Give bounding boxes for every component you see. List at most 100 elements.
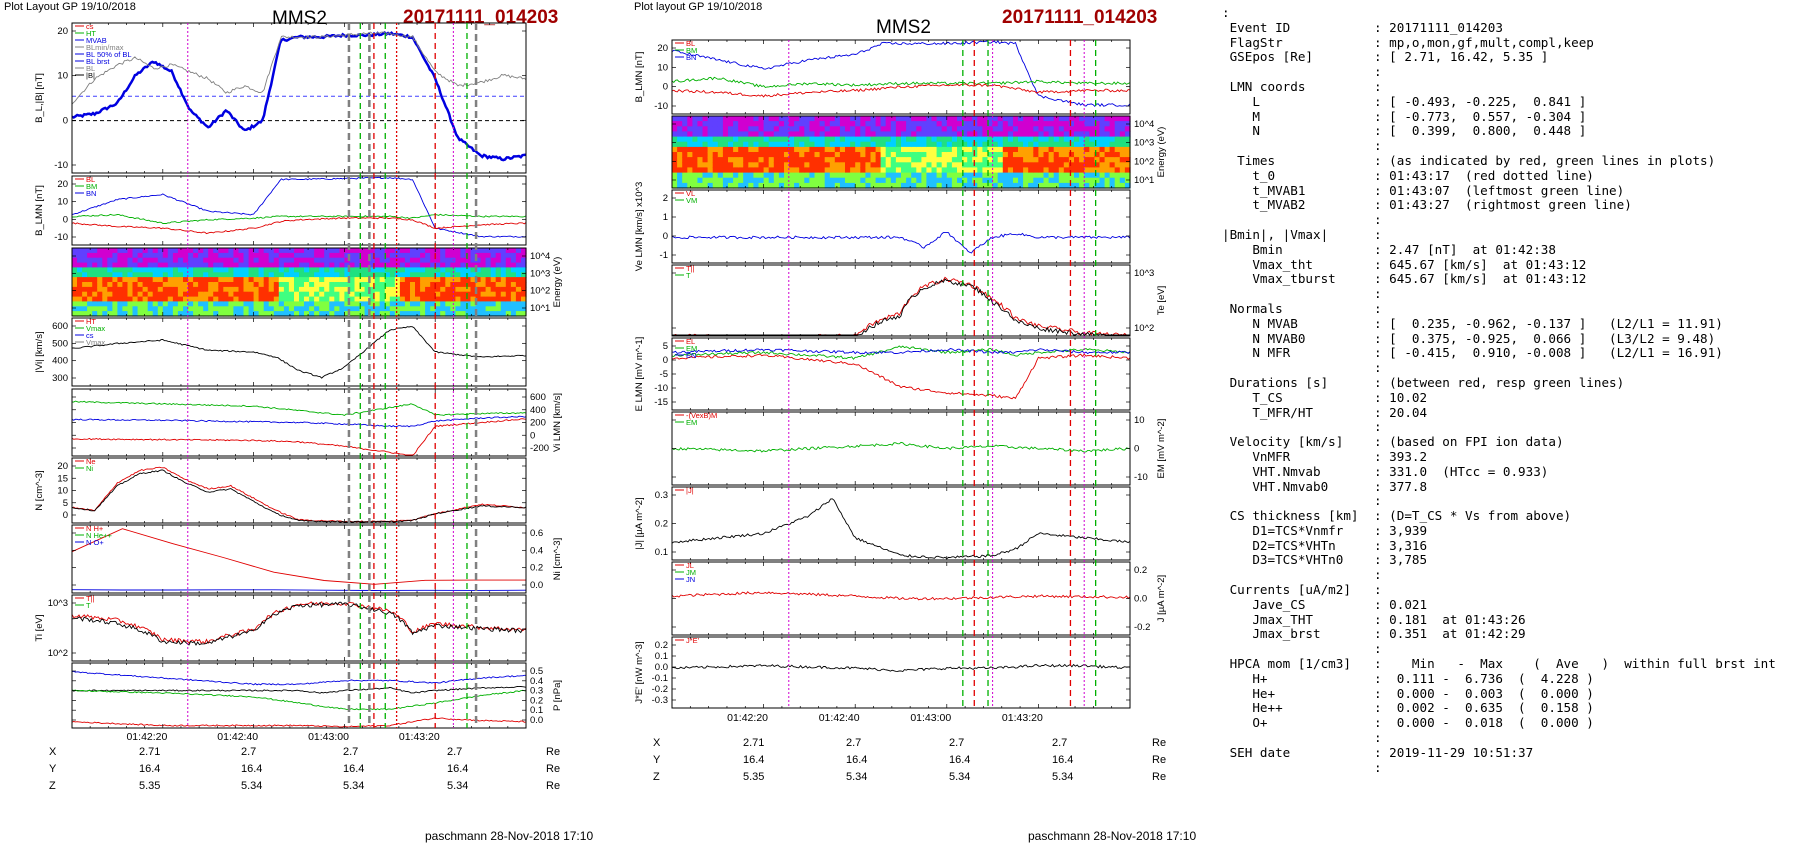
spectrogram-cell bbox=[445, 296, 451, 303]
spectrogram-cell bbox=[839, 121, 846, 127]
spectrogram-cell bbox=[733, 121, 739, 127]
spectrogram-cell bbox=[1058, 136, 1065, 143]
spectrogram-cell bbox=[188, 291, 194, 298]
spectrogram-cell bbox=[916, 157, 922, 163]
spectrogram-cell bbox=[1119, 136, 1126, 143]
spectrogram-cell bbox=[855, 167, 861, 174]
spectrogram-cell bbox=[707, 162, 714, 168]
spectrogram-cell bbox=[1114, 152, 1121, 158]
spectrogram-cell bbox=[258, 282, 265, 288]
spectrogram-cell bbox=[784, 141, 790, 148]
spectrogram-cell bbox=[1023, 177, 1029, 184]
spectrogram-cell bbox=[147, 296, 154, 303]
summary-value: : bbox=[1374, 138, 1382, 154]
summary-value: : [ 0.399, 0.800, 0.448 ] bbox=[1374, 123, 1587, 139]
spectrogram-cell bbox=[485, 267, 492, 273]
spectrogram-cell bbox=[334, 306, 340, 312]
legend-entry: BN bbox=[86, 189, 96, 198]
spectrogram-cell bbox=[1104, 162, 1111, 168]
spectrogram-cell bbox=[500, 286, 507, 293]
spectrogram-cell bbox=[1068, 131, 1075, 138]
summary-key: LMN coords bbox=[1222, 78, 1306, 94]
spectrogram-cell bbox=[707, 177, 714, 184]
spectrogram-cell bbox=[743, 131, 749, 138]
spectrogram-cell bbox=[860, 167, 866, 174]
legend-entry: BM bbox=[86, 182, 97, 191]
summary-value: : bbox=[1374, 286, 1382, 302]
spectrogram-cell bbox=[490, 252, 497, 259]
spectrogram-cell bbox=[389, 291, 396, 298]
spectrogram-cell bbox=[1023, 136, 1029, 143]
spectrogram-cell bbox=[253, 306, 260, 312]
spectrogram-cell bbox=[926, 162, 933, 168]
tick-label: 0.0 bbox=[530, 580, 543, 591]
spectrogram-cell bbox=[117, 291, 123, 298]
spectrogram-cell bbox=[926, 172, 933, 179]
spectrogram-cell bbox=[475, 301, 482, 307]
spectrogram-cell bbox=[677, 172, 683, 179]
spectrogram-cell bbox=[901, 167, 907, 174]
summary-line: Jave_CS: 0.021 bbox=[1222, 597, 1800, 613]
spectrogram-cell bbox=[384, 267, 391, 273]
spectrogram-cell bbox=[359, 282, 366, 288]
spectrogram-cell bbox=[334, 272, 340, 278]
spectrogram-cell bbox=[890, 177, 897, 184]
spectrogram-cell bbox=[72, 272, 78, 278]
spectrogram-cell bbox=[480, 277, 487, 283]
spectrogram-cell bbox=[885, 182, 892, 189]
spectrogram-cell bbox=[510, 286, 517, 293]
spectrogram-cell bbox=[1119, 157, 1126, 163]
spectrogram-cell bbox=[440, 291, 446, 298]
spectrogram-cell bbox=[885, 136, 892, 143]
spectrogram-cell bbox=[967, 172, 973, 179]
spectrogram-cell bbox=[122, 257, 128, 264]
spectrogram-cell bbox=[359, 291, 366, 298]
legend-entry: EM bbox=[686, 344, 697, 353]
spectrogram-cell bbox=[850, 116, 856, 122]
spectrogram-cell bbox=[107, 257, 113, 264]
spectrogram-cell bbox=[268, 262, 275, 269]
spectrogram-cell bbox=[258, 267, 265, 273]
spectrogram-cell bbox=[92, 252, 98, 259]
spectrogram-cell bbox=[1109, 136, 1116, 143]
spectrogram-cell bbox=[957, 126, 963, 132]
spectrogram-cell bbox=[1033, 116, 1039, 122]
spectrogram-cell bbox=[972, 177, 978, 184]
summary-key: N MVAB bbox=[1222, 315, 1298, 331]
spectrogram-cell bbox=[763, 116, 770, 122]
spectrogram-cell bbox=[936, 162, 943, 168]
spectrogram-cell bbox=[901, 121, 907, 127]
spectrogram-cell bbox=[992, 126, 999, 132]
spectrogram-cell bbox=[263, 252, 270, 259]
summary-key: VnMFR bbox=[1222, 448, 1291, 464]
spectrogram-cell bbox=[475, 252, 482, 259]
spectrogram-cell bbox=[916, 146, 922, 153]
spectrogram-cell bbox=[485, 252, 492, 259]
spectrogram-cell bbox=[359, 301, 366, 307]
spectrogram-cell bbox=[895, 162, 902, 168]
spectrogram-cell bbox=[692, 182, 699, 189]
spectrogram-cell bbox=[1038, 167, 1045, 174]
spectrogram-cell bbox=[435, 252, 441, 259]
spectrogram-cell bbox=[814, 141, 821, 148]
spectrogram-cell bbox=[208, 311, 214, 317]
spectrogram-cell bbox=[127, 296, 134, 303]
spectrogram-cell bbox=[946, 131, 953, 138]
spectrogram-cell bbox=[763, 146, 770, 153]
spectrogram-cell bbox=[162, 282, 169, 288]
spectrogram-cell bbox=[460, 257, 466, 264]
spectrogram-cell bbox=[500, 296, 507, 303]
spectrogram-cell bbox=[1104, 136, 1111, 143]
spectrogram-cell bbox=[977, 121, 983, 127]
series-t-line bbox=[672, 278, 1130, 336]
spectrogram-cell bbox=[865, 136, 872, 143]
spectrogram-cell bbox=[855, 146, 861, 153]
spectrogram-cell bbox=[415, 291, 421, 298]
spectrogram-cell bbox=[1002, 182, 1009, 189]
spectrogram-cell bbox=[672, 157, 678, 163]
spectrogram-cell bbox=[213, 267, 219, 273]
spectrogram-cell bbox=[157, 262, 164, 269]
spectrogram-cell bbox=[895, 136, 902, 143]
spectrogram-cell bbox=[248, 267, 255, 273]
spectrogram-cell bbox=[445, 291, 451, 298]
